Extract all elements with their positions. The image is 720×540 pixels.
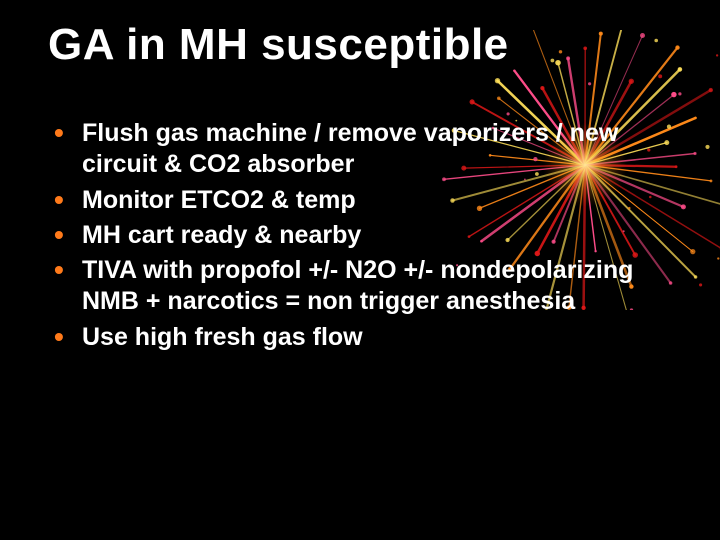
bullet-item: TIVA with propofol +/- N2O +/- nondepola… xyxy=(48,255,680,318)
slide-title: GA in MH susceptible xyxy=(48,20,680,70)
bullet-item: Flush gas machine / remove vaporizers / … xyxy=(48,118,680,181)
bullet-item: Use high fresh gas flow xyxy=(48,322,680,353)
bullet-item: MH cart ready & nearby xyxy=(48,220,680,251)
bullet-list: Flush gas machine / remove vaporizers / … xyxy=(48,118,680,353)
bullet-item: Monitor ETCO2 & temp xyxy=(48,185,680,216)
slide: GA in MH susceptible Flush gas machine /… xyxy=(0,0,720,540)
